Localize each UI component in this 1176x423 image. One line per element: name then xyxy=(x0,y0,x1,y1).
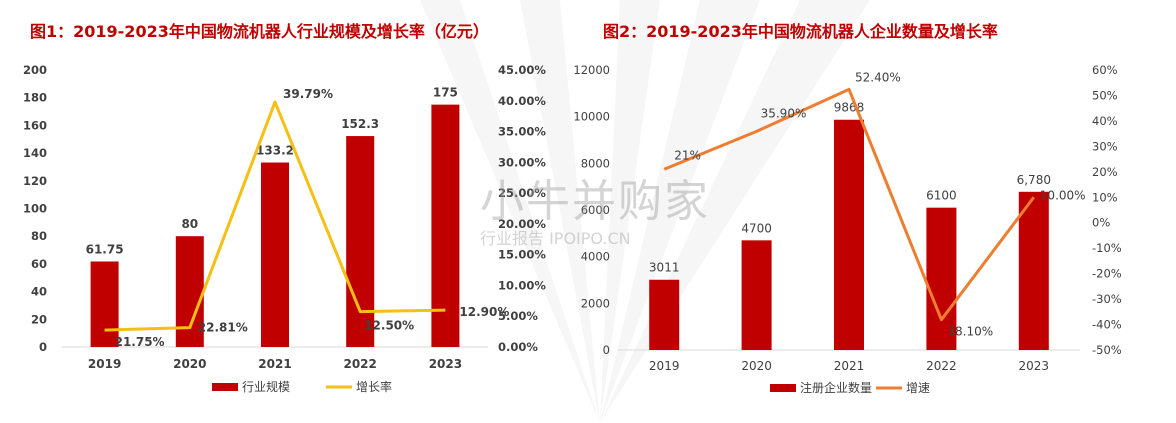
left-tick-label: 100 xyxy=(23,202,47,216)
category-label: 2019 xyxy=(88,357,121,371)
left-tick-label: 4000 xyxy=(581,250,610,264)
category-label: 2021 xyxy=(834,359,865,373)
bar xyxy=(741,240,772,350)
left-tick-label: 2000 xyxy=(581,296,610,310)
right-tick-label: 50% xyxy=(1092,88,1118,102)
category-label: 2022 xyxy=(926,359,957,373)
left-tick-label: 6000 xyxy=(581,203,610,217)
growth-line xyxy=(663,87,1035,322)
right-tick-label: 0.00% xyxy=(498,340,538,354)
bar xyxy=(649,279,680,350)
left-tick-label: 200 xyxy=(23,63,47,77)
growth-line xyxy=(104,100,446,332)
line-value-label: 35.90% xyxy=(761,106,807,120)
category-label: 2020 xyxy=(741,359,772,373)
line-value-label: 12.50% xyxy=(364,319,414,333)
right-tick-label: 20% xyxy=(1092,165,1118,179)
legend-bar-label: 行业规模 xyxy=(242,379,290,394)
bar-value-label: 80 xyxy=(181,217,198,231)
right-tick-label: 40.00% xyxy=(498,94,546,108)
line-value-label: 10.00% xyxy=(1040,188,1086,202)
left-tick-label: 40 xyxy=(31,285,47,299)
left-tick-label: 0 xyxy=(603,343,610,357)
bar xyxy=(431,104,460,347)
line-value-label: 38.10% xyxy=(947,325,993,339)
bar xyxy=(261,162,289,347)
right-tick-label: 35.00% xyxy=(498,125,546,139)
line-value-label: 21.75% xyxy=(115,335,165,349)
right-tick-label: -40% xyxy=(1092,318,1122,332)
right-tick-label: 15.00% xyxy=(498,248,546,262)
legend-line-label: 增长率 xyxy=(356,379,392,394)
right-tick-label: 30% xyxy=(1092,139,1118,153)
line-value-label: 12.90% xyxy=(459,305,509,319)
right-tick-label: 60% xyxy=(1092,63,1118,77)
right-tick-label: 30.00% xyxy=(498,155,546,169)
right-tick-label: 0% xyxy=(1092,216,1110,230)
left-tick-label: 180 xyxy=(23,91,47,105)
left-tick-label: 160 xyxy=(23,118,47,132)
right-tick-label: -30% xyxy=(1092,292,1122,306)
bar-value-label: 6100 xyxy=(926,189,957,203)
bar-value-label: 3011 xyxy=(649,261,680,275)
right-tick-label: 20.00% xyxy=(498,217,546,231)
category-label: 2023 xyxy=(1019,359,1050,373)
right-tick-label: -10% xyxy=(1092,241,1122,255)
right-tick-label: -50% xyxy=(1092,343,1122,357)
legend-bar-label: 注册企业数量 xyxy=(800,380,872,395)
category-label: 2021 xyxy=(258,357,291,371)
bar xyxy=(1018,191,1049,350)
left-tick-label: 80 xyxy=(31,229,47,243)
bar-value-label: 4700 xyxy=(741,221,772,235)
category-label: 2019 xyxy=(649,359,680,373)
left-tick-label: 12000 xyxy=(573,63,610,77)
chart2-title: 图2：2019-2023年中国物流机器人企业数量及增长率 xyxy=(603,22,998,41)
right-tick-label: 10.00% xyxy=(498,278,546,292)
right-tick-label: 40% xyxy=(1092,114,1118,128)
right-tick-label: 5.00% xyxy=(498,309,538,323)
bar-value-label: 6,780 xyxy=(1017,173,1051,187)
legend-bar-swatch xyxy=(212,383,238,391)
left-tick-label: 120 xyxy=(23,174,47,188)
legend-bar-swatch xyxy=(770,384,796,392)
left-tick-label: 60 xyxy=(31,257,47,271)
bar-value-label: 152.3 xyxy=(341,117,379,131)
line-value-label: 52.40% xyxy=(855,70,901,84)
category-label: 2023 xyxy=(429,357,462,371)
right-tick-label: 45.00% xyxy=(498,63,546,77)
right-tick-label: 10% xyxy=(1092,190,1118,204)
bar-value-label: 175 xyxy=(433,86,458,100)
left-tick-label: 10000 xyxy=(573,110,610,124)
bar-value-label: 133.2 xyxy=(256,144,294,158)
line-value-label: 21% xyxy=(674,148,701,162)
left-tick-label: 20 xyxy=(31,312,47,326)
bar-value-label: 61.75 xyxy=(86,242,124,256)
category-label: 2020 xyxy=(173,357,206,371)
bar xyxy=(926,207,957,350)
bar xyxy=(90,261,119,347)
right-tick-label: -20% xyxy=(1092,267,1122,281)
left-tick-label: 0 xyxy=(39,340,47,354)
chart1-title: 图1：2019-2023年中国物流机器人行业规模及增长率（亿元） xyxy=(30,22,489,41)
bar xyxy=(834,119,864,350)
left-tick-label: 8000 xyxy=(581,156,610,170)
line-value-label: 22.81% xyxy=(198,321,248,335)
category-label: 2022 xyxy=(343,357,376,371)
legend-line-label: 增速 xyxy=(906,381,930,395)
right-tick-label: 25.00% xyxy=(498,186,546,200)
line-value-label: 39.79% xyxy=(283,87,333,101)
left-tick-label: 140 xyxy=(23,146,47,160)
